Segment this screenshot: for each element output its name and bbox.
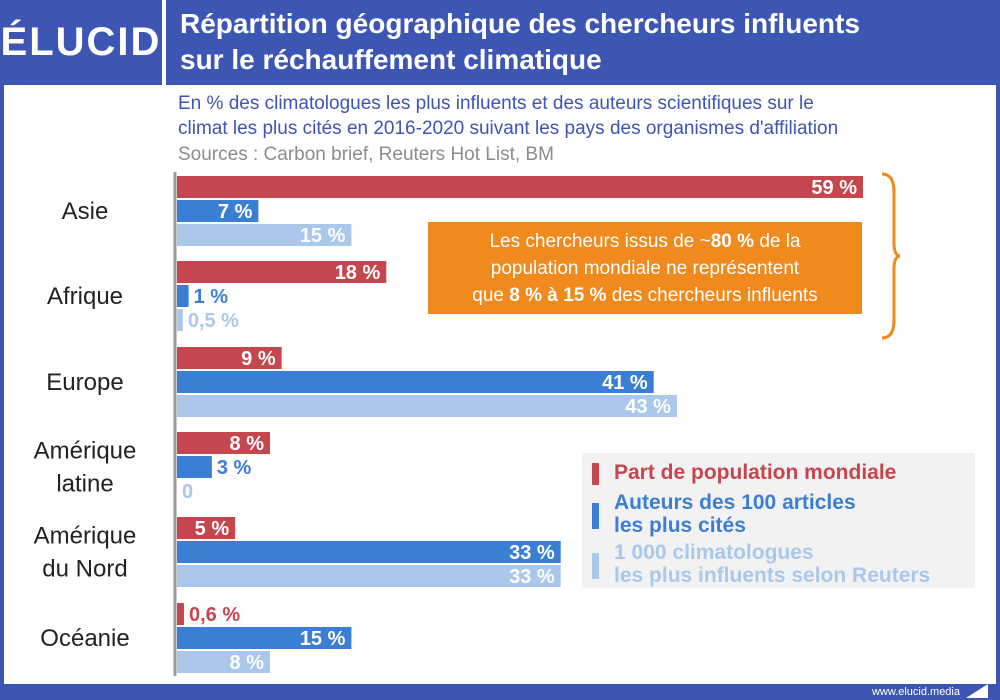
chart-sources: Sources : Carbon brief, Reuters Hot List… — [178, 144, 554, 165]
data-label-reuters: 0,5 % — [188, 310, 239, 332]
bar-authors — [177, 627, 352, 649]
callout-text: que — [472, 284, 510, 306]
legend-swatch-authors — [592, 503, 599, 529]
data-label-authors: 41 % — [602, 372, 648, 394]
data-label-population: 59 % — [811, 177, 857, 199]
bar-population — [177, 603, 184, 625]
data-label-authors: 1 % — [194, 286, 229, 308]
legend-label-reuters-2: les plus influents selon Reuters — [614, 564, 931, 587]
frame-border-right — [996, 85, 1000, 700]
bar-reuters — [177, 651, 271, 673]
data-label-reuters: 43 % — [625, 396, 671, 418]
bar-population — [177, 517, 236, 539]
footer-logo-mark — [966, 684, 988, 698]
chart-legend: Part de population mondiale Auteurs des … — [582, 453, 975, 588]
bar-reuters — [177, 565, 561, 587]
logo-divider — [162, 0, 166, 85]
page-title: Répartition géographique des chercheurs … — [180, 6, 990, 78]
chart-subtitle: En % des climatologues les plus influent… — [178, 91, 993, 141]
bar-authors — [177, 371, 654, 393]
callout-line-1: Les chercheurs issus de ~80 % de la — [428, 228, 862, 255]
data-label-population: 0,6 % — [189, 604, 240, 626]
bar-reuters — [177, 224, 352, 246]
category-label: Europe — [46, 369, 123, 396]
legend-label-authors-2: les plus cités — [614, 514, 746, 537]
bar-population — [177, 432, 271, 454]
callout-text: de la — [754, 230, 801, 252]
bar-population — [177, 347, 282, 369]
title-line-2: sur le réchauffement climatique — [180, 44, 602, 75]
bar-authors — [177, 541, 561, 563]
bar-authors — [177, 456, 212, 478]
legend-label-reuters-1: 1 000 climatologues — [614, 541, 814, 564]
data-label-population: 18 % — [335, 262, 381, 284]
data-label-authors: 7 % — [218, 201, 253, 223]
frame-border-left — [0, 85, 4, 700]
bar-authors — [177, 200, 259, 222]
data-label-reuters: 8 % — [230, 652, 265, 674]
category-label: Afrique — [47, 283, 123, 310]
callout-highlight: 80 % — [710, 230, 755, 252]
callout-text: Les chercheurs issus de ~ — [489, 230, 711, 252]
bar-reuters — [177, 395, 677, 417]
brace-bracket — [881, 172, 901, 340]
callout-box: Les chercheurs issus de ~80 % de la popu… — [428, 222, 862, 314]
data-label-authors: 3 % — [217, 457, 252, 479]
legend-label-population: Part de population mondiale — [614, 461, 897, 484]
data-label-authors: 15 % — [300, 628, 346, 650]
category-label: Océanie — [40, 625, 129, 652]
category-label: Amérique latine — [34, 438, 137, 498]
data-label-reuters: 15 % — [300, 225, 346, 247]
callout-text: des chercheurs influents — [606, 284, 818, 306]
footer-bar — [0, 684, 1000, 700]
bar-authors — [177, 285, 189, 307]
callout-line-2: population mondiale ne représentent — [490, 257, 800, 279]
bar-population — [177, 176, 863, 198]
data-label-reuters: 33 % — [509, 566, 555, 588]
elucid-logo: ÉLUCID — [0, 20, 162, 64]
bar-population — [177, 261, 387, 283]
data-label-population: 5 % — [195, 518, 230, 540]
bar-reuters — [177, 309, 183, 331]
category-label: Asie — [62, 198, 109, 225]
subtitle-line-2: climat les plus cités en 2016-2020 suiva… — [178, 118, 839, 139]
callout-highlight: 8 % à 15 % — [509, 284, 607, 306]
callout-line-3: que 8 % à 15 % des chercheurs influents — [428, 282, 862, 309]
header-bar — [0, 0, 1000, 85]
data-label-population: 8 % — [230, 433, 265, 455]
subtitle-line-1: En % des climatologues les plus influent… — [178, 93, 814, 114]
category-label: Amérique du Nord — [34, 523, 137, 583]
legend-label-authors-1: Auteurs des 100 articles — [614, 491, 856, 514]
legend-swatch-population — [592, 463, 599, 485]
title-line-1: Répartition géographique des chercheurs … — [180, 8, 860, 39]
footer-url: www.elucid.media — [871, 686, 960, 698]
data-label-population: 9 % — [241, 348, 276, 370]
legend-swatch-reuters — [592, 553, 599, 579]
data-label-authors: 33 % — [509, 542, 555, 564]
data-label-reuters: 0 — [182, 481, 193, 503]
